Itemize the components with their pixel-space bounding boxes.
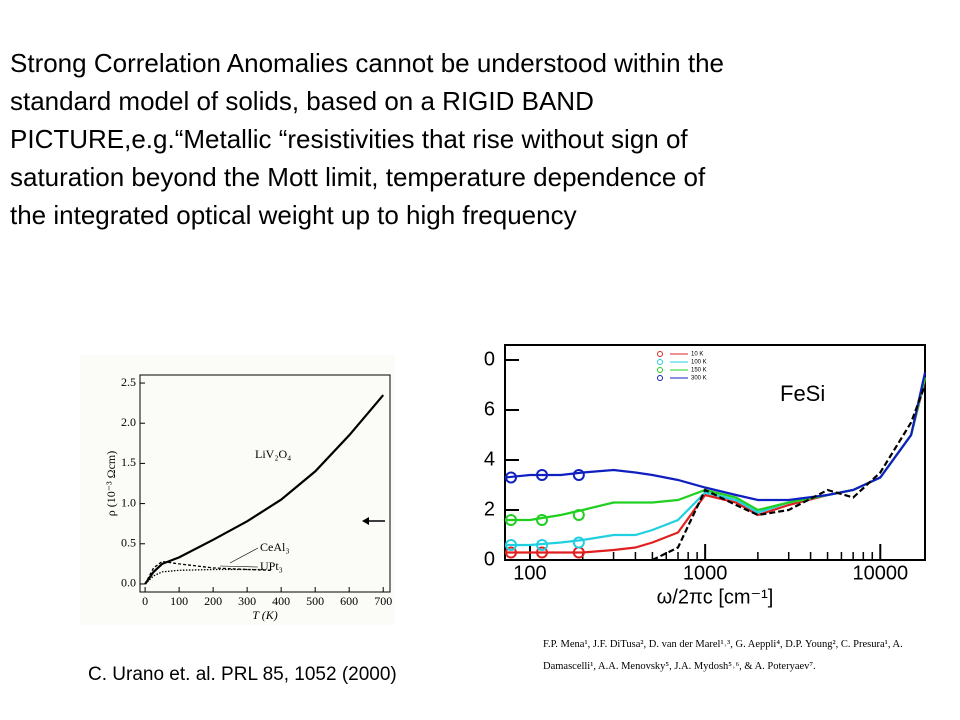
x-tick-label: 300 <box>238 594 256 608</box>
series-marker <box>535 514 548 526</box>
legend-marker <box>657 351 663 357</box>
legend-label: 300 K <box>691 376 707 382</box>
plot-frame <box>504 344 926 561</box>
series-line <box>504 372 927 502</box>
series-label: UPt₃ <box>260 559 283 573</box>
series-marker <box>505 514 517 526</box>
x-tick-label: 700 <box>374 594 392 608</box>
paragraph-line: PICTURE,e.g.“Metallic “resistivities tha… <box>10 124 688 154</box>
x-tick-label: 0 <box>142 594 148 608</box>
x-tick-label: 500 <box>306 594 324 608</box>
paragraph-line: the integrated optical weight up to high… <box>10 200 577 230</box>
y-tick-label: 1.5 <box>121 455 136 469</box>
y-tick-label: 0.5 <box>121 536 136 550</box>
series-marker <box>505 471 517 484</box>
authors: F.P. Mena¹, J.F. DiTusa², D. van der Mar… <box>543 634 903 678</box>
paragraph-line: standard model of solids, based on a RIG… <box>10 86 594 116</box>
legend-label: 150 K <box>691 368 707 374</box>
chart-background <box>475 340 930 615</box>
leader-line <box>229 547 259 564</box>
y-tick-label: 0 <box>484 548 495 570</box>
y-tick-label: 0.0 <box>121 576 136 590</box>
series-marker <box>572 469 585 481</box>
series-marker <box>535 539 548 551</box>
series-label: CeAl₃ <box>260 540 290 554</box>
x-tick-label: 400 <box>272 594 290 608</box>
x-tick-label: 10000 <box>852 562 908 584</box>
plot-frame <box>139 374 391 593</box>
y-tick-label: 2 <box>484 498 495 520</box>
leader-line <box>219 565 259 568</box>
legend-marker <box>657 375 663 381</box>
x-axis-label: T (K) <box>252 608 277 622</box>
y-tick-label: 1.0 <box>121 495 136 509</box>
y-tick-label: 0 <box>484 348 495 370</box>
series-marker <box>572 536 585 549</box>
series-line <box>144 560 272 585</box>
arrow-head <box>362 517 369 525</box>
chart-title: FeSi <box>780 381 825 406</box>
x-tick-label: 100 <box>170 594 188 608</box>
chart-background <box>80 355 395 625</box>
series-marker <box>572 509 585 521</box>
y-axis-label: ρ (10⁻³ Ωcm) <box>104 451 118 517</box>
x-tick-label: 600 <box>340 594 358 608</box>
series-marker <box>535 469 548 481</box>
paragraph: Strong Correlation Anomalies cannot be u… <box>10 44 950 234</box>
series-line <box>144 568 265 585</box>
paragraph-line: saturation beyond the Mott limit, temper… <box>10 162 706 192</box>
x-tick-label: 100 <box>513 562 546 584</box>
series-marker <box>505 546 517 559</box>
x-tick-label: 200 <box>204 594 222 608</box>
legend-marker <box>657 367 663 373</box>
chart: 0 2 4 6 0 100 1000 10000 ω/2πc [cm⁻¹] FeSi 10 K 100… <box>475 340 930 615</box>
series-label: LiV₂O₄ <box>255 447 291 461</box>
legend-label: 100 K <box>691 360 707 366</box>
paragraph-line: Strong Correlation Anomalies cannot be u… <box>10 48 724 78</box>
chart: 0.0 0.5 1.0 1.5 2.0 2.5 0 100 200 300 400 500 600 700… <box>80 355 395 625</box>
series-marker <box>535 546 548 559</box>
y-tick-label: 2.5 <box>121 375 136 389</box>
series-line <box>144 394 385 585</box>
legend-marker <box>657 359 663 365</box>
author-line: Damascelli¹, A.A. Menovsky⁵, J.A. Mydosh… <box>543 661 816 672</box>
x-tick-label: 1000 <box>683 562 728 584</box>
series-line <box>651 384 927 561</box>
citation: C. Urano et. al. PRL 85, 1052 (2000) <box>88 664 397 685</box>
legend-label: 10 K <box>691 352 703 358</box>
y-tick-label: 4 <box>484 448 495 470</box>
y-tick-label: 6 <box>484 398 495 420</box>
x-axis-label: ω/2πc [cm⁻¹] <box>657 586 774 608</box>
author-line: F.P. Mena¹, J.F. DiTusa², D. van der Mar… <box>543 639 903 650</box>
y-tick-label: 2.0 <box>121 415 136 429</box>
series-marker <box>505 539 517 551</box>
